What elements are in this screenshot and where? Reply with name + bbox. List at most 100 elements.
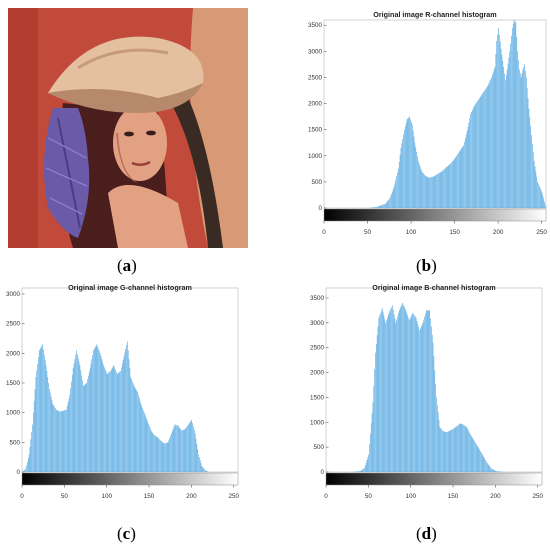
histogram-bar: [385, 202, 387, 208]
photo-eye-left: [124, 131, 134, 137]
histogram-bar: [473, 439, 475, 472]
histogram-bar: [168, 440, 170, 472]
histogram-bar: [427, 177, 429, 208]
histogram-bar: [194, 433, 196, 472]
histogram-bar: [386, 320, 387, 472]
histogram-bar: [414, 142, 416, 208]
histogram-bar: [410, 316, 412, 472]
histogram-bar: [434, 175, 436, 208]
x-tick-label: 250: [536, 229, 547, 236]
histogram-bar: [438, 173, 439, 208]
histogram-bar: [49, 388, 50, 472]
histogram-bar: [437, 412, 439, 472]
histogram-bar: [445, 167, 447, 208]
histogram-bar: [110, 371, 111, 472]
histogram-bar: [451, 429, 453, 472]
histogram-bar: [66, 409, 67, 472]
histogram-bar: [137, 391, 138, 472]
histogram-bar: [474, 441, 475, 472]
histogram-bar: [357, 471, 358, 472]
histogram-bar: [419, 330, 420, 472]
histogram-bar: [361, 469, 363, 472]
histogram-bar: [415, 317, 417, 472]
histogram-bar: [510, 43, 511, 208]
x-tick-label: 100: [405, 493, 416, 500]
y-tick-label: 3000: [6, 291, 21, 298]
histogram-bar: [505, 80, 506, 208]
x-tick-label: 0: [322, 229, 326, 236]
grayscale-colorbar: [21, 472, 239, 486]
histogram-bar: [192, 423, 193, 472]
histogram-bar: [161, 441, 163, 472]
x-tick-label: 100: [406, 229, 417, 236]
histogram-bar: [68, 398, 70, 472]
histogram-bar: [400, 147, 402, 208]
histogram-bar: [515, 22, 517, 208]
histogram-bar: [91, 359, 93, 472]
photo-lips: [131, 160, 151, 166]
histogram-bar: [62, 410, 64, 472]
histogram-bar: [489, 81, 491, 208]
photo-left-strip: [8, 8, 38, 248]
histogram-bar: [461, 424, 463, 472]
histogram-bar: [69, 394, 71, 472]
histogram-bar: [489, 466, 491, 472]
histogram-bars-g: [22, 341, 209, 472]
histogram-bar: [418, 161, 419, 208]
histogram-bar: [416, 320, 418, 472]
histogram-bar: [430, 177, 431, 208]
histogram-bar: [497, 471, 498, 472]
histogram-bar: [391, 191, 393, 208]
histogram-bar: [475, 443, 477, 472]
histogram-bar: [452, 429, 453, 472]
histogram-bar: [59, 411, 60, 472]
y-tick-label: 3500: [310, 295, 325, 302]
histogram-bar: [38, 357, 39, 472]
histogram-bar: [367, 457, 369, 472]
histogram-bar: [426, 176, 428, 208]
histogram-bar: [483, 457, 485, 472]
histogram-bar: [520, 77, 522, 208]
histogram-bar: [356, 471, 358, 472]
y-tick-label: 1000: [308, 153, 323, 160]
x-tick-label: 150: [449, 229, 460, 236]
histogram-bar: [184, 429, 186, 472]
histogram-bar: [467, 127, 469, 208]
histogram-bar: [485, 89, 486, 208]
histogram-bar: [495, 471, 497, 472]
histogram-bar: [77, 354, 78, 472]
histogram-bar: [446, 166, 448, 208]
histogram-bar: [401, 143, 403, 208]
histogram-bar: [117, 373, 119, 472]
histogram-bar: [384, 204, 385, 208]
histogram-bar: [397, 172, 398, 208]
histogram-bar: [451, 161, 453, 208]
histogram-bar: [468, 430, 469, 472]
histogram-bar: [462, 146, 464, 208]
histogram-bar: [543, 198, 545, 208]
histogram-bar: [430, 318, 431, 472]
histogram-bar: [22, 471, 24, 472]
histogram-bar: [492, 469, 493, 472]
histogram-bar: [389, 198, 390, 208]
histogram-bar: [459, 150, 461, 208]
histogram-bar: [149, 428, 151, 472]
histogram-bar: [392, 189, 394, 208]
histogram-bar: [424, 174, 425, 208]
histogram-bar: [169, 437, 171, 472]
histogram-bar: [34, 388, 36, 472]
histogram-bar: [386, 317, 388, 472]
histogram-bar: [131, 379, 132, 472]
histogram-bar: [431, 334, 433, 472]
histogram-bar: [396, 176, 397, 208]
histogram-bar: [443, 169, 444, 208]
histogram-bar: [150, 430, 152, 472]
histogram-bar: [165, 443, 166, 472]
histogram-bar: [362, 469, 364, 472]
histogram-bar: [488, 465, 490, 472]
histogram-bar: [125, 348, 126, 472]
histogram-bar: [537, 181, 538, 208]
histogram-bar: [527, 98, 529, 208]
histogram-bar: [25, 469, 27, 472]
histogram-bar: [525, 77, 527, 208]
